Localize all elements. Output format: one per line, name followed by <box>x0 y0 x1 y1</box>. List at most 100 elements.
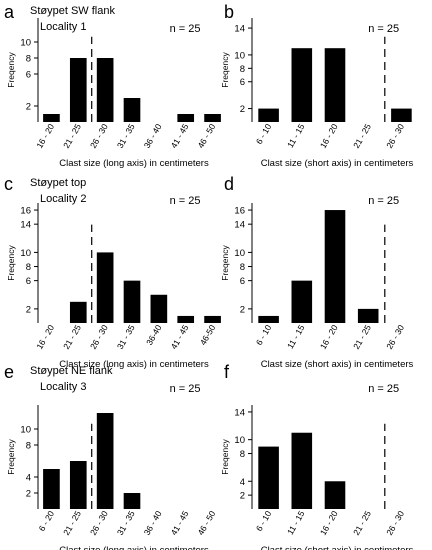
bar <box>291 280 313 323</box>
x-tick-label: 36 - 40 <box>142 509 164 537</box>
bar <box>96 413 114 509</box>
x-tick-label: 21 - 25 <box>351 122 373 150</box>
y-tick-label: 4 <box>240 477 245 488</box>
panel-title: Støypet SW flank <box>30 5 115 17</box>
x-tick-label: 21 - 25 <box>351 509 373 537</box>
y-tick-label: 10 <box>234 248 245 259</box>
bar <box>258 446 279 509</box>
panel-c: c Støypet top Locality 2 n = 25 2 6 8 10 14 16 Fre… <box>4 174 221 370</box>
y-tick-label: 14 <box>234 220 245 231</box>
y-tick-label: 6 <box>240 77 245 88</box>
x-tick-label: 6 - 20 <box>37 509 57 533</box>
y-axis-label: Freqency <box>6 52 16 88</box>
x-tick-label: 16 - 20 <box>34 323 56 351</box>
panel-label: a <box>4 2 15 22</box>
x-tick-label: 46 - 50 <box>195 122 217 150</box>
x-tick-label: 36-40 <box>144 323 164 347</box>
y-tick-label: 8 <box>240 262 245 273</box>
x-axis-label: Clast size (short axis) in centimeters <box>261 545 414 550</box>
panel-e: e Støypet NE flank Locality 3 n = 25 2 4 8 10 Fr… <box>4 362 217 550</box>
panel-a: a Støypet SW flank Locality 1 n = 25 2 6 8 10 Fr… <box>4 2 221 169</box>
y-tick-label: 2 <box>26 489 31 500</box>
bar <box>258 108 279 122</box>
x-tick-label: 46-50 <box>198 323 218 347</box>
y-tick-label: 6 <box>26 276 31 287</box>
bar <box>291 48 313 122</box>
panel-subtitle: Locality 2 <box>40 193 86 205</box>
panel-title: Støypet top <box>30 177 86 189</box>
x-tick-label: 11 - 15 <box>285 509 307 537</box>
y-tick-label: 4 <box>26 473 31 484</box>
bar <box>150 294 168 323</box>
x-tick-label: 31 - 35 <box>115 509 137 537</box>
y-tick-label: 14 <box>20 220 31 231</box>
bar <box>123 280 141 323</box>
bar <box>123 98 141 122</box>
x-tick-label: 21 - 25 <box>61 323 83 351</box>
y-tick-label: 10 <box>20 38 31 49</box>
y-tick-label: 16 <box>234 206 245 217</box>
sample-size-label: n = 25 <box>368 195 399 207</box>
panel-f: f n = 25 2 4 8 10 14 Freqency 6 - 10 11 - 15 16 - … <box>220 362 414 550</box>
panel-label: f <box>224 362 230 382</box>
sample-size-label: n = 25 <box>170 195 201 207</box>
x-axis-label: Clast size (short axis) in centimeters <box>261 158 414 169</box>
bar <box>324 48 346 122</box>
y-tick-label: 2 <box>26 304 31 315</box>
panel-label: d <box>224 174 234 194</box>
x-tick-label: 11 - 15 <box>285 323 307 351</box>
bar <box>324 481 346 509</box>
y-tick-label: 16 <box>20 206 31 217</box>
x-tick-label: 26 - 30 <box>384 509 406 537</box>
x-tick-label: 31 - 35 <box>115 323 137 351</box>
bar <box>291 432 313 509</box>
bar <box>204 114 221 122</box>
panel-subtitle: Locality 3 <box>40 381 86 393</box>
panel-d: d n = 25 2 6 8 10 14 16 Freqency 6 - 10 11 - 15 16 … <box>220 174 414 370</box>
bar <box>69 58 87 122</box>
y-axis-label: Freqency <box>6 439 16 475</box>
y-tick-label: 8 <box>26 441 31 452</box>
y-tick-label: 10 <box>20 425 31 436</box>
x-tick-label: 16 - 20 <box>34 122 56 150</box>
bar <box>177 315 195 323</box>
x-tick-label: 21 - 25 <box>61 122 83 150</box>
x-axis-label: Clast size (long axis) in centimeters <box>59 158 209 169</box>
bar <box>96 252 114 323</box>
y-axis-label: Freqency <box>220 52 230 88</box>
y-axis-label: Freqency <box>220 245 230 281</box>
panel-label: c <box>4 174 13 194</box>
x-tick-label: 16 - 20 <box>318 122 340 150</box>
y-tick-label: 8 <box>240 449 245 460</box>
x-tick-label: 21 - 25 <box>61 509 83 537</box>
y-tick-label: 2 <box>240 491 245 502</box>
x-tick-label: 6 - 10 <box>254 122 274 146</box>
bar <box>69 461 87 509</box>
sample-size-label: n = 25 <box>368 23 399 35</box>
sample-size-label: n = 25 <box>368 383 399 395</box>
y-tick-label: 10 <box>234 435 245 446</box>
panel-subtitle: Locality 1 <box>40 21 86 33</box>
x-tick-label: 36 - 40 <box>142 122 164 150</box>
bar <box>391 108 412 122</box>
x-axis-label: Clast size (long axis) in centimeters <box>59 545 209 550</box>
x-tick-label: 26 - 30 <box>384 122 406 150</box>
x-axis-label: Clast size (short axis) in centimeters <box>261 359 414 370</box>
y-tick-label: 10 <box>20 248 31 259</box>
y-tick-label: 2 <box>26 102 31 113</box>
bar <box>357 308 379 323</box>
y-tick-label: 8 <box>26 262 31 273</box>
y-tick-label: 14 <box>234 407 245 418</box>
x-tick-label: 41 - 45 <box>169 509 191 537</box>
x-tick-label: 6 - 10 <box>254 509 274 533</box>
x-tick-label: 41 - 45 <box>169 323 191 351</box>
x-tick-label: 6 - 10 <box>254 323 274 347</box>
x-tick-label: 26 - 30 <box>88 323 110 351</box>
x-tick-label: 46 - 50 <box>195 509 217 537</box>
x-tick-label: 31 - 35 <box>115 122 137 150</box>
x-tick-label: 21 - 25 <box>351 323 373 351</box>
x-tick-label: 11 - 15 <box>285 122 307 150</box>
x-tick-label: 16 - 20 <box>318 509 340 537</box>
bar <box>43 469 60 509</box>
